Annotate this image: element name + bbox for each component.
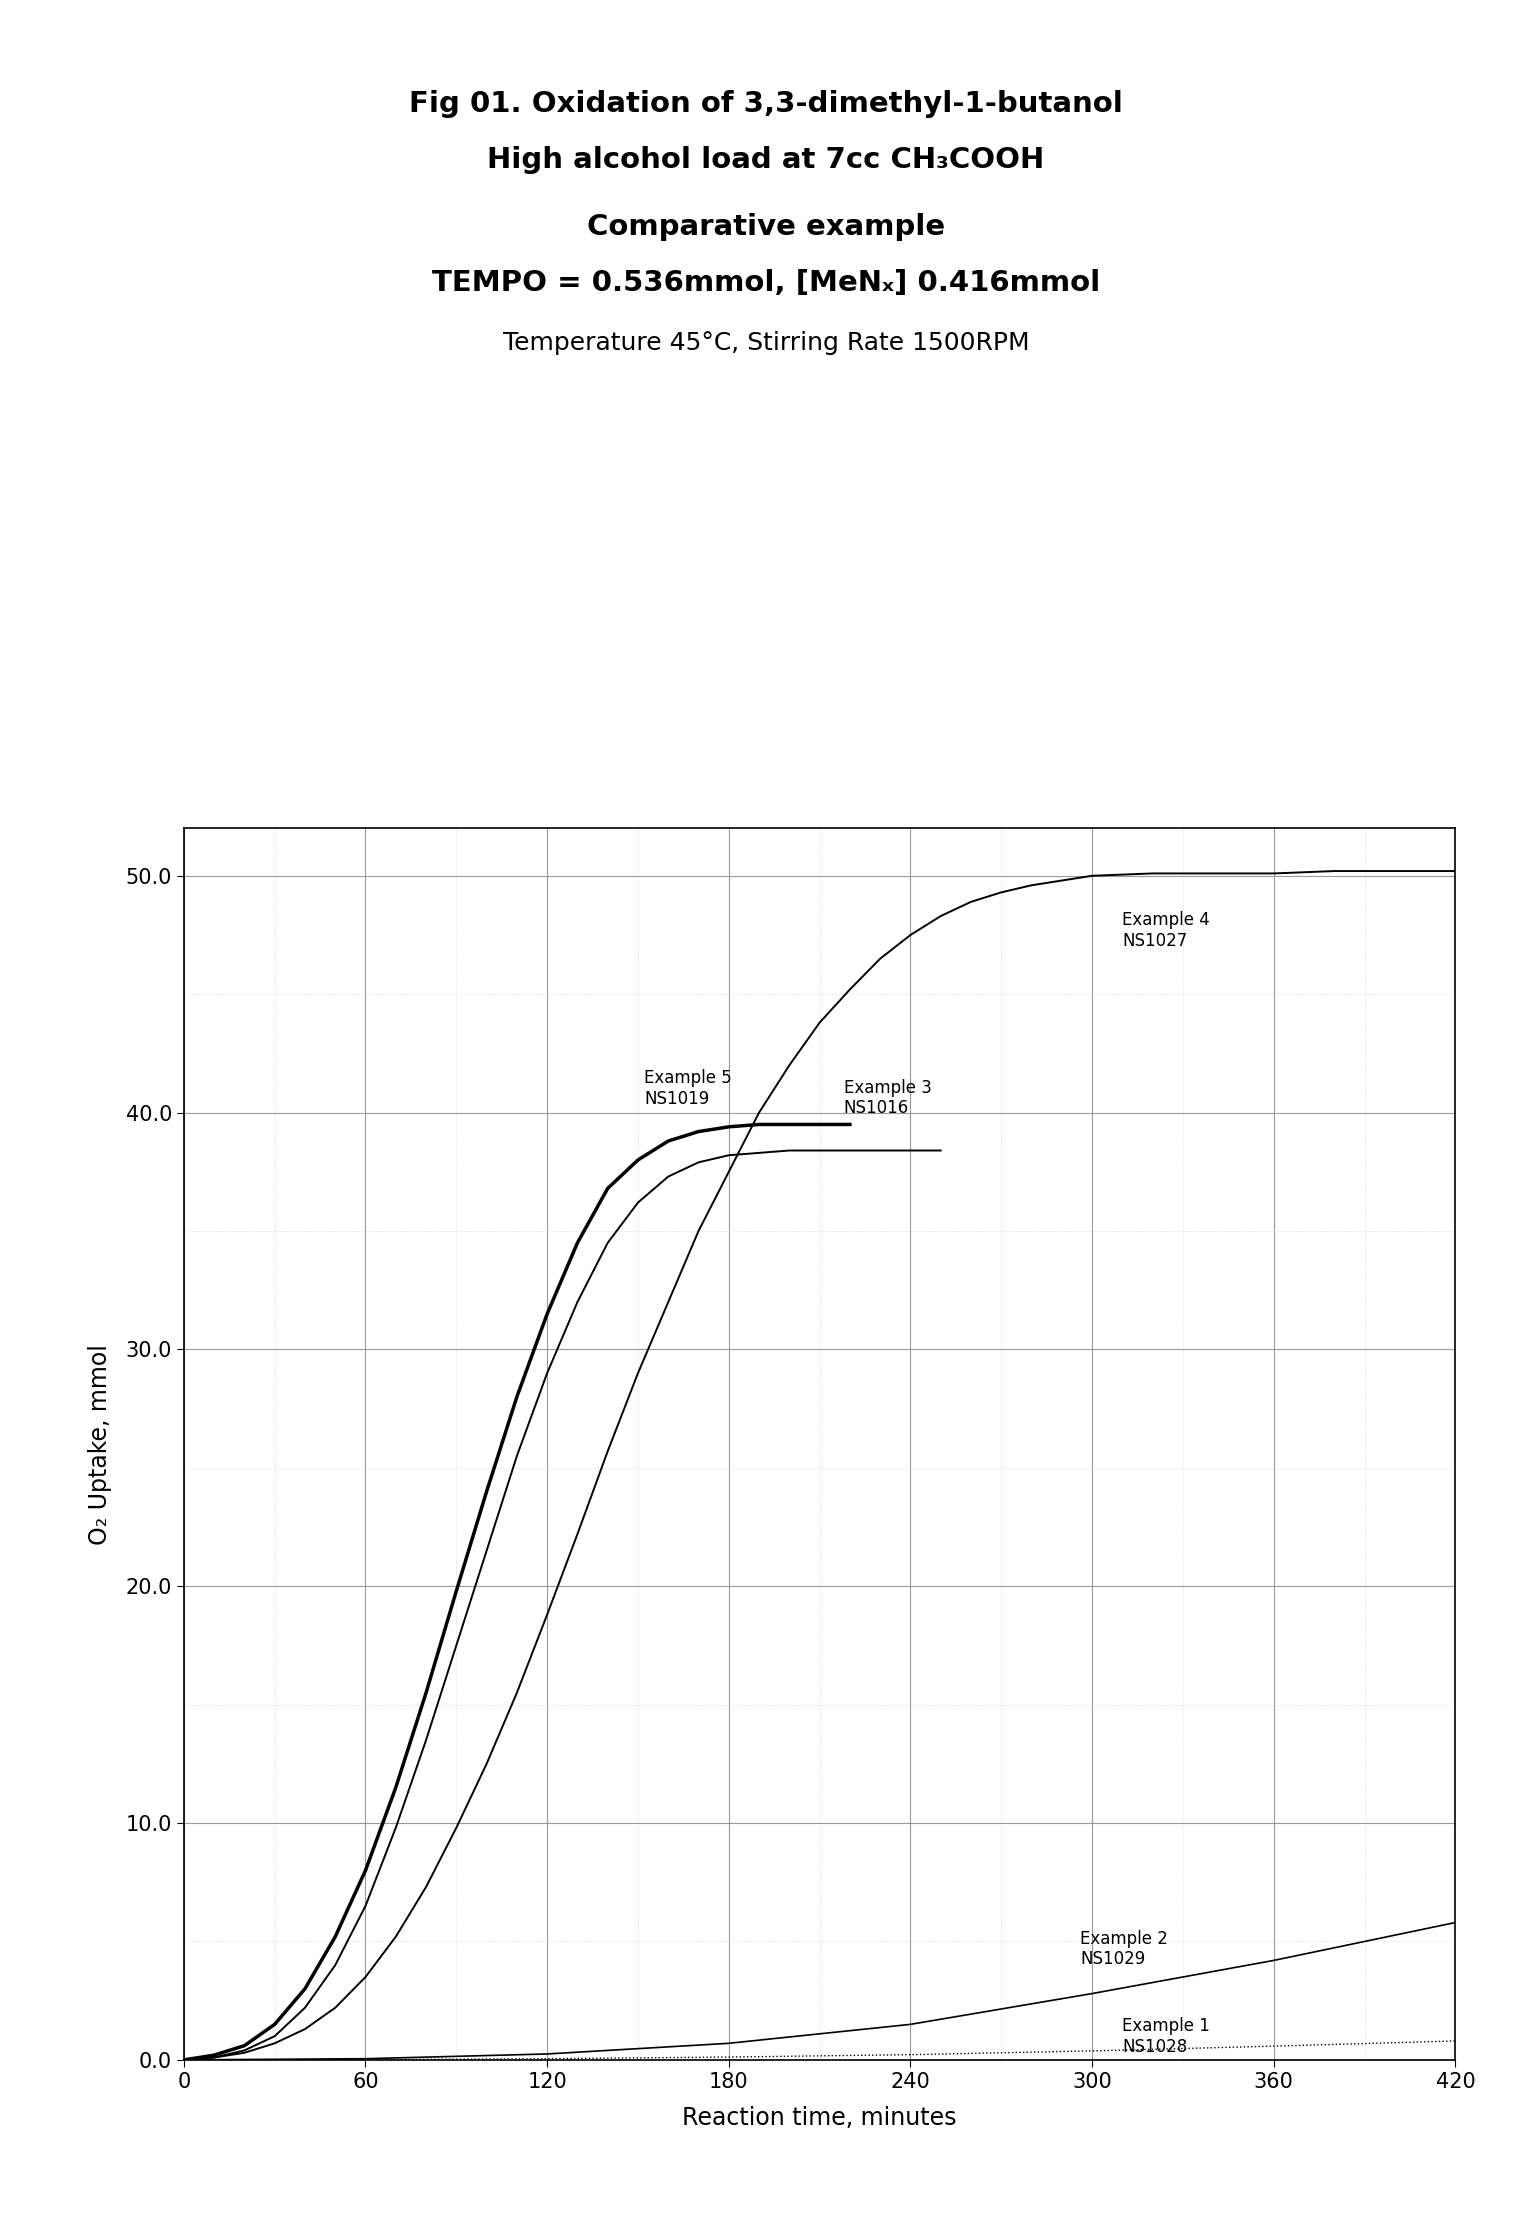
X-axis label: Reaction time, minutes: Reaction time, minutes xyxy=(682,2105,958,2129)
Text: Example 2
NS1029: Example 2 NS1029 xyxy=(1080,1930,1167,1968)
Text: Example 5
NS1019: Example 5 NS1019 xyxy=(643,1068,732,1108)
Text: Comparative example: Comparative example xyxy=(587,213,945,242)
Text: Fig 01. Oxidation of 3,3-dimethyl-1-butanol: Fig 01. Oxidation of 3,3-dimethyl-1-buta… xyxy=(409,90,1123,119)
Text: Example 3
NS1016: Example 3 NS1016 xyxy=(844,1079,931,1117)
Text: TEMPO = 0.536mmol, [MeNₓ] 0.416mmol: TEMPO = 0.536mmol, [MeNₓ] 0.416mmol xyxy=(432,269,1100,298)
Text: Temperature 45°C, Stirring Rate 1500RPM: Temperature 45°C, Stirring Rate 1500RPM xyxy=(502,331,1030,356)
Y-axis label: O₂ Uptake, mmol: O₂ Uptake, mmol xyxy=(87,1343,112,1545)
Text: Example 1
NS1028: Example 1 NS1028 xyxy=(1123,2017,1210,2055)
Text: Example 4
NS1027: Example 4 NS1027 xyxy=(1123,911,1210,949)
Text: High alcohol load at 7cc CH₃COOH: High alcohol load at 7cc CH₃COOH xyxy=(487,146,1045,175)
